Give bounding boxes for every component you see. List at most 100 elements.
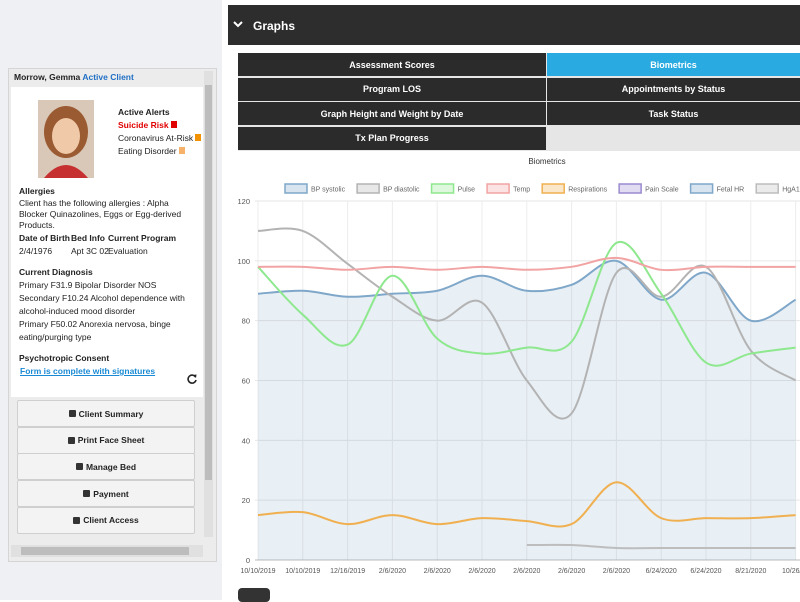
refresh-arrow xyxy=(193,374,197,378)
x-tick-label: 2/6/2020 xyxy=(379,568,406,575)
diagnosis-list: Primary F31.9 Bipolar Disorder NOS Second… xyxy=(19,279,199,344)
y-tick-label: 100 xyxy=(237,257,250,266)
x-tick-label: 6/24/2020 xyxy=(690,568,721,575)
y-tick-label: 40 xyxy=(242,436,250,445)
footer-button[interactable] xyxy=(238,588,270,602)
tab[interactable]: Biometrics xyxy=(547,53,800,76)
client-photo xyxy=(38,100,94,178)
y-tick-label: 120 xyxy=(237,197,250,206)
legend-label: Fetal HR xyxy=(717,187,745,194)
y-tick-label: 60 xyxy=(242,377,250,386)
chart: Biometrics 0 20 40 60 80 100 120 10/10/2019 10/1… xyxy=(237,157,800,575)
field-value: 2/4/1976 xyxy=(19,246,53,256)
alert-swatch xyxy=(195,134,202,141)
button-icon xyxy=(75,463,83,471)
side-button[interactable]: Payment xyxy=(17,480,195,508)
alert-swatch xyxy=(178,147,185,154)
legend-label: Pain Scale xyxy=(645,187,679,194)
chevron-line xyxy=(233,21,243,28)
legend-label: HgA1c xyxy=(782,187,800,194)
field-label: Date of Birth xyxy=(19,233,70,243)
chart-title: Biometrics xyxy=(528,157,565,166)
x-tick-label: 2/6/2020 xyxy=(603,568,630,575)
button-icon xyxy=(68,410,76,417)
alerts-title: Active Alerts xyxy=(118,107,170,117)
consent-label: Psychotropic Consent xyxy=(19,353,110,363)
side-button[interactable]: Manage Bed xyxy=(17,453,195,481)
button-label: Payment xyxy=(93,488,129,499)
diagnosis-item: Primary F31.9 Bipolar Disorder NOS xyxy=(19,280,157,290)
legend-swatch xyxy=(486,183,510,194)
side-button[interactable]: Client Access xyxy=(17,506,195,534)
series-line xyxy=(257,240,796,367)
x-tick-label: 2/6/2020 xyxy=(558,568,585,575)
legend-swatch xyxy=(430,183,455,194)
button-icon xyxy=(83,490,91,498)
alert-label: Suicide Risk xyxy=(118,120,169,130)
x-tick-label: 12/16/2019 xyxy=(330,568,365,575)
tab[interactable]: Task Status xyxy=(547,102,800,125)
field-label: Current Program xyxy=(108,233,177,243)
x-tick-label: 2/6/2020 xyxy=(513,568,540,575)
legend-label: BP systolic xyxy=(311,187,346,194)
button-label: Print Face Sheet xyxy=(77,435,145,446)
legend-label: BP diastolic xyxy=(383,187,420,194)
allergies-label: Allergies xyxy=(19,186,55,196)
scrollbar-v xyxy=(204,71,213,537)
legend-label: Temp xyxy=(513,187,530,194)
chevron[interactable] xyxy=(232,20,244,30)
series-line xyxy=(257,256,796,272)
scroll-thumb-h xyxy=(21,547,189,555)
y-tick-label: 80 xyxy=(242,317,250,326)
y-tick-label: 20 xyxy=(242,496,250,505)
tab[interactable]: Appointments by Status xyxy=(547,77,800,101)
graphs-title: Graphs xyxy=(253,19,296,33)
button-icon xyxy=(67,436,75,444)
photo-face xyxy=(52,118,80,154)
x-tick-label: 10/10/2019 xyxy=(285,568,320,575)
client-status: Active Client xyxy=(82,72,134,82)
consent-link[interactable]: Form is complete with signatures xyxy=(20,366,156,376)
refresh-icon[interactable] xyxy=(186,373,198,385)
allergies-text: Client has the following allergies : Alp… xyxy=(19,198,182,230)
x-tick-label: 8/21/2020 xyxy=(735,568,766,575)
legend-label: Respirations xyxy=(568,187,607,194)
diagnosis-item: Secondary F10.24 Alcohol dependence with… xyxy=(19,293,185,316)
x-tick-label: 6/24/2020 xyxy=(646,568,677,575)
alert: Suicide Risk xyxy=(118,120,177,131)
client-name: Morrow, Gemma xyxy=(14,72,81,82)
photo-shirt xyxy=(44,165,88,178)
side-button[interactable]: Client Summary xyxy=(17,400,195,427)
client-name-row: Morrow, Gemma Active Client xyxy=(14,72,134,83)
alert: Coronavirus At-Risk xyxy=(118,133,202,144)
side-button[interactable]: Print Face Sheet xyxy=(17,426,195,454)
legend-label: Pulse xyxy=(458,187,476,194)
tab[interactable]: Assessment Scores xyxy=(238,53,546,76)
field-value: Apt 3C 02 xyxy=(71,246,109,256)
x-tick-label: 10/26/20 xyxy=(782,568,800,575)
diagnosis-label: Current Diagnosis xyxy=(19,267,93,277)
tab[interactable]: Graph Height and Weight by Date xyxy=(238,102,546,125)
series-line xyxy=(257,481,796,528)
alert-label: Eating Disorder xyxy=(118,146,177,156)
legend-swatch xyxy=(755,183,779,194)
x-tick-label: 2/6/2020 xyxy=(468,568,495,575)
field-label: Bed Info xyxy=(71,233,105,243)
legend-swatch xyxy=(689,183,714,194)
scroll-thumb xyxy=(205,85,212,480)
legend-swatch xyxy=(541,183,565,194)
graphs-header xyxy=(228,5,800,45)
legend-swatch xyxy=(284,183,308,194)
area-fill xyxy=(258,260,796,560)
button-label: Manage Bed xyxy=(85,461,137,472)
diagnosis-item: Primary F50.02 Anorexia nervosa, binge e… xyxy=(19,319,171,342)
y-tick-label: 0 xyxy=(246,556,250,565)
legend-swatch xyxy=(356,183,380,194)
tab[interactable]: Program LOS xyxy=(238,77,546,101)
scrollbar-h xyxy=(11,545,203,557)
button-label: Client Summary xyxy=(78,408,144,419)
x-tick-label: 2/6/2020 xyxy=(424,568,451,575)
button-label: Client Access xyxy=(83,515,139,526)
tab[interactable]: Tx Plan Progress xyxy=(238,126,546,150)
